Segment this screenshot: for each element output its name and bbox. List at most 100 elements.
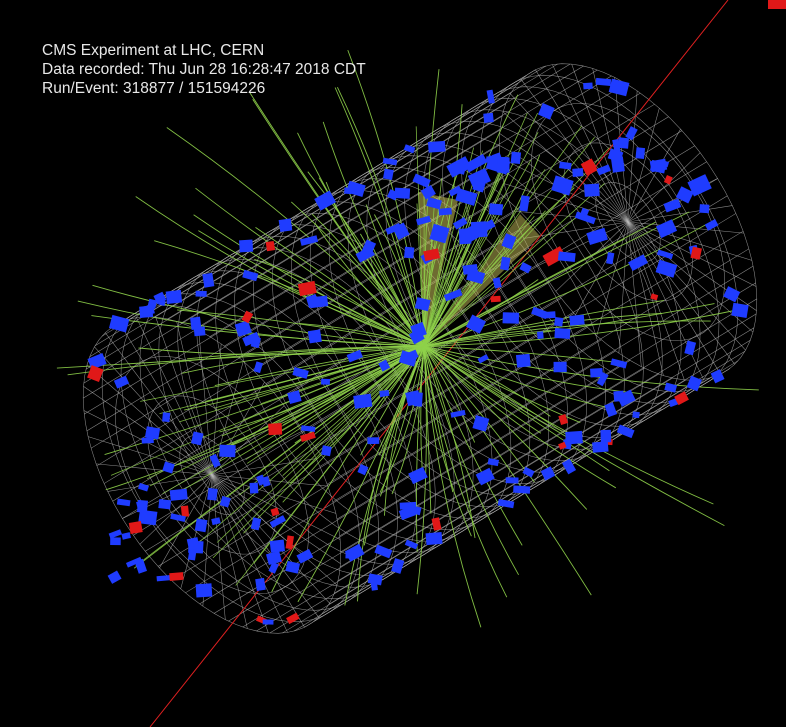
hcal-tower	[628, 254, 648, 272]
particle-track	[423, 345, 577, 442]
hcal-tower	[367, 437, 380, 445]
detector-line	[195, 75, 612, 330]
particle-track	[379, 345, 425, 493]
hcal-tower	[209, 453, 221, 468]
hcal-tower	[379, 389, 390, 398]
hcal-tower	[169, 488, 188, 501]
hcal-tower	[625, 126, 638, 141]
hcal-tower	[610, 156, 625, 173]
hcal-tower	[195, 583, 213, 598]
particle-track	[378, 345, 425, 456]
hcal-tower	[554, 316, 564, 327]
particle-track	[423, 345, 614, 363]
hcal-tower	[412, 173, 431, 188]
hcal-tower	[408, 328, 425, 345]
particle-track	[282, 345, 425, 503]
hcal-tower	[249, 482, 259, 494]
event-info: CMS Experiment at LHC, CERN Data recorde…	[42, 41, 366, 98]
particle-track	[214, 345, 425, 409]
particle-track	[110, 345, 425, 476]
particle-track	[423, 238, 625, 347]
hcal-tower	[416, 215, 432, 226]
particle-track	[423, 303, 715, 347]
particle-track	[138, 345, 425, 356]
hcal-tower	[398, 350, 418, 367]
hcal-tower	[486, 89, 495, 104]
hcal-tower	[234, 320, 252, 337]
detector-line	[340, 313, 757, 568]
particle-track	[423, 345, 482, 628]
hcal-tower	[345, 552, 354, 559]
particle-track	[423, 147, 475, 347]
hcal-tower	[472, 179, 486, 193]
hcal-tower	[262, 619, 274, 625]
hcal-tower	[531, 306, 549, 320]
hcal-tower	[496, 156, 510, 173]
detector-line	[228, 367, 645, 622]
ecal-tower	[286, 612, 300, 625]
hcal-tower	[141, 304, 155, 316]
hcal-tower	[250, 517, 262, 531]
particle-track	[423, 211, 690, 347]
hcal-tower	[427, 140, 446, 153]
hcal-tower	[321, 378, 330, 385]
hcal-tower	[426, 197, 442, 210]
hcal-tower	[686, 375, 702, 392]
hcal-tower	[425, 532, 443, 546]
particle-track	[212, 345, 425, 559]
hcal-tower	[604, 402, 618, 418]
hcal-tower	[583, 183, 600, 197]
hcal-tower	[141, 514, 155, 523]
hcal-tower	[540, 466, 556, 481]
ecal-tower	[558, 441, 567, 450]
hcal-tower	[413, 392, 423, 407]
ecal-tower	[241, 310, 254, 324]
hcal-tower	[399, 501, 417, 510]
hcal-tower	[462, 263, 479, 275]
particle-track	[423, 299, 664, 347]
hcal-tower	[663, 198, 682, 213]
hcal-tower	[446, 156, 472, 178]
hcal-tower	[429, 223, 450, 244]
detector-line	[185, 339, 602, 594]
hcal-tower	[513, 485, 531, 494]
hcal-tower	[278, 218, 293, 233]
hcal-tower	[505, 477, 519, 484]
ecal-tower	[180, 505, 190, 518]
ecal-tower	[299, 431, 316, 442]
ecal-tower	[265, 240, 276, 252]
hcal-tower	[211, 517, 221, 526]
particle-track	[177, 309, 425, 347]
hcal-tower	[370, 579, 378, 591]
hcal-tower	[470, 221, 488, 238]
particle-track	[344, 345, 425, 606]
hcal-tower	[590, 368, 603, 378]
hcal-tower	[617, 137, 629, 149]
particle-track	[423, 345, 454, 493]
particle-track	[56, 345, 425, 369]
hcal-tower	[158, 499, 172, 510]
detector-line	[256, 377, 673, 632]
hcal-tower	[649, 159, 667, 174]
detector-line	[282, 379, 699, 634]
hcal-tower	[170, 513, 186, 523]
detector-line	[213, 360, 631, 614]
ecal-tower	[490, 295, 501, 303]
hcal-tower	[519, 262, 532, 274]
particle-track	[92, 284, 425, 347]
calorimeter-towers	[87, 77, 749, 625]
ecal-tower	[690, 246, 702, 260]
particle-track	[423, 345, 592, 596]
hcal-tower	[108, 314, 130, 333]
particle-track	[423, 279, 539, 347]
hcal-tower	[450, 409, 466, 418]
experiment-label: CMS Experiment at LHC, CERN	[42, 42, 265, 59]
hcal-tower	[108, 529, 122, 539]
ecal-tower	[423, 248, 440, 262]
particle-track	[423, 345, 535, 483]
hcal-tower	[138, 482, 150, 492]
hcal-tower	[655, 219, 678, 239]
particle-track	[290, 201, 425, 347]
ecal-tower	[169, 572, 184, 581]
hcal-tower	[136, 499, 149, 513]
